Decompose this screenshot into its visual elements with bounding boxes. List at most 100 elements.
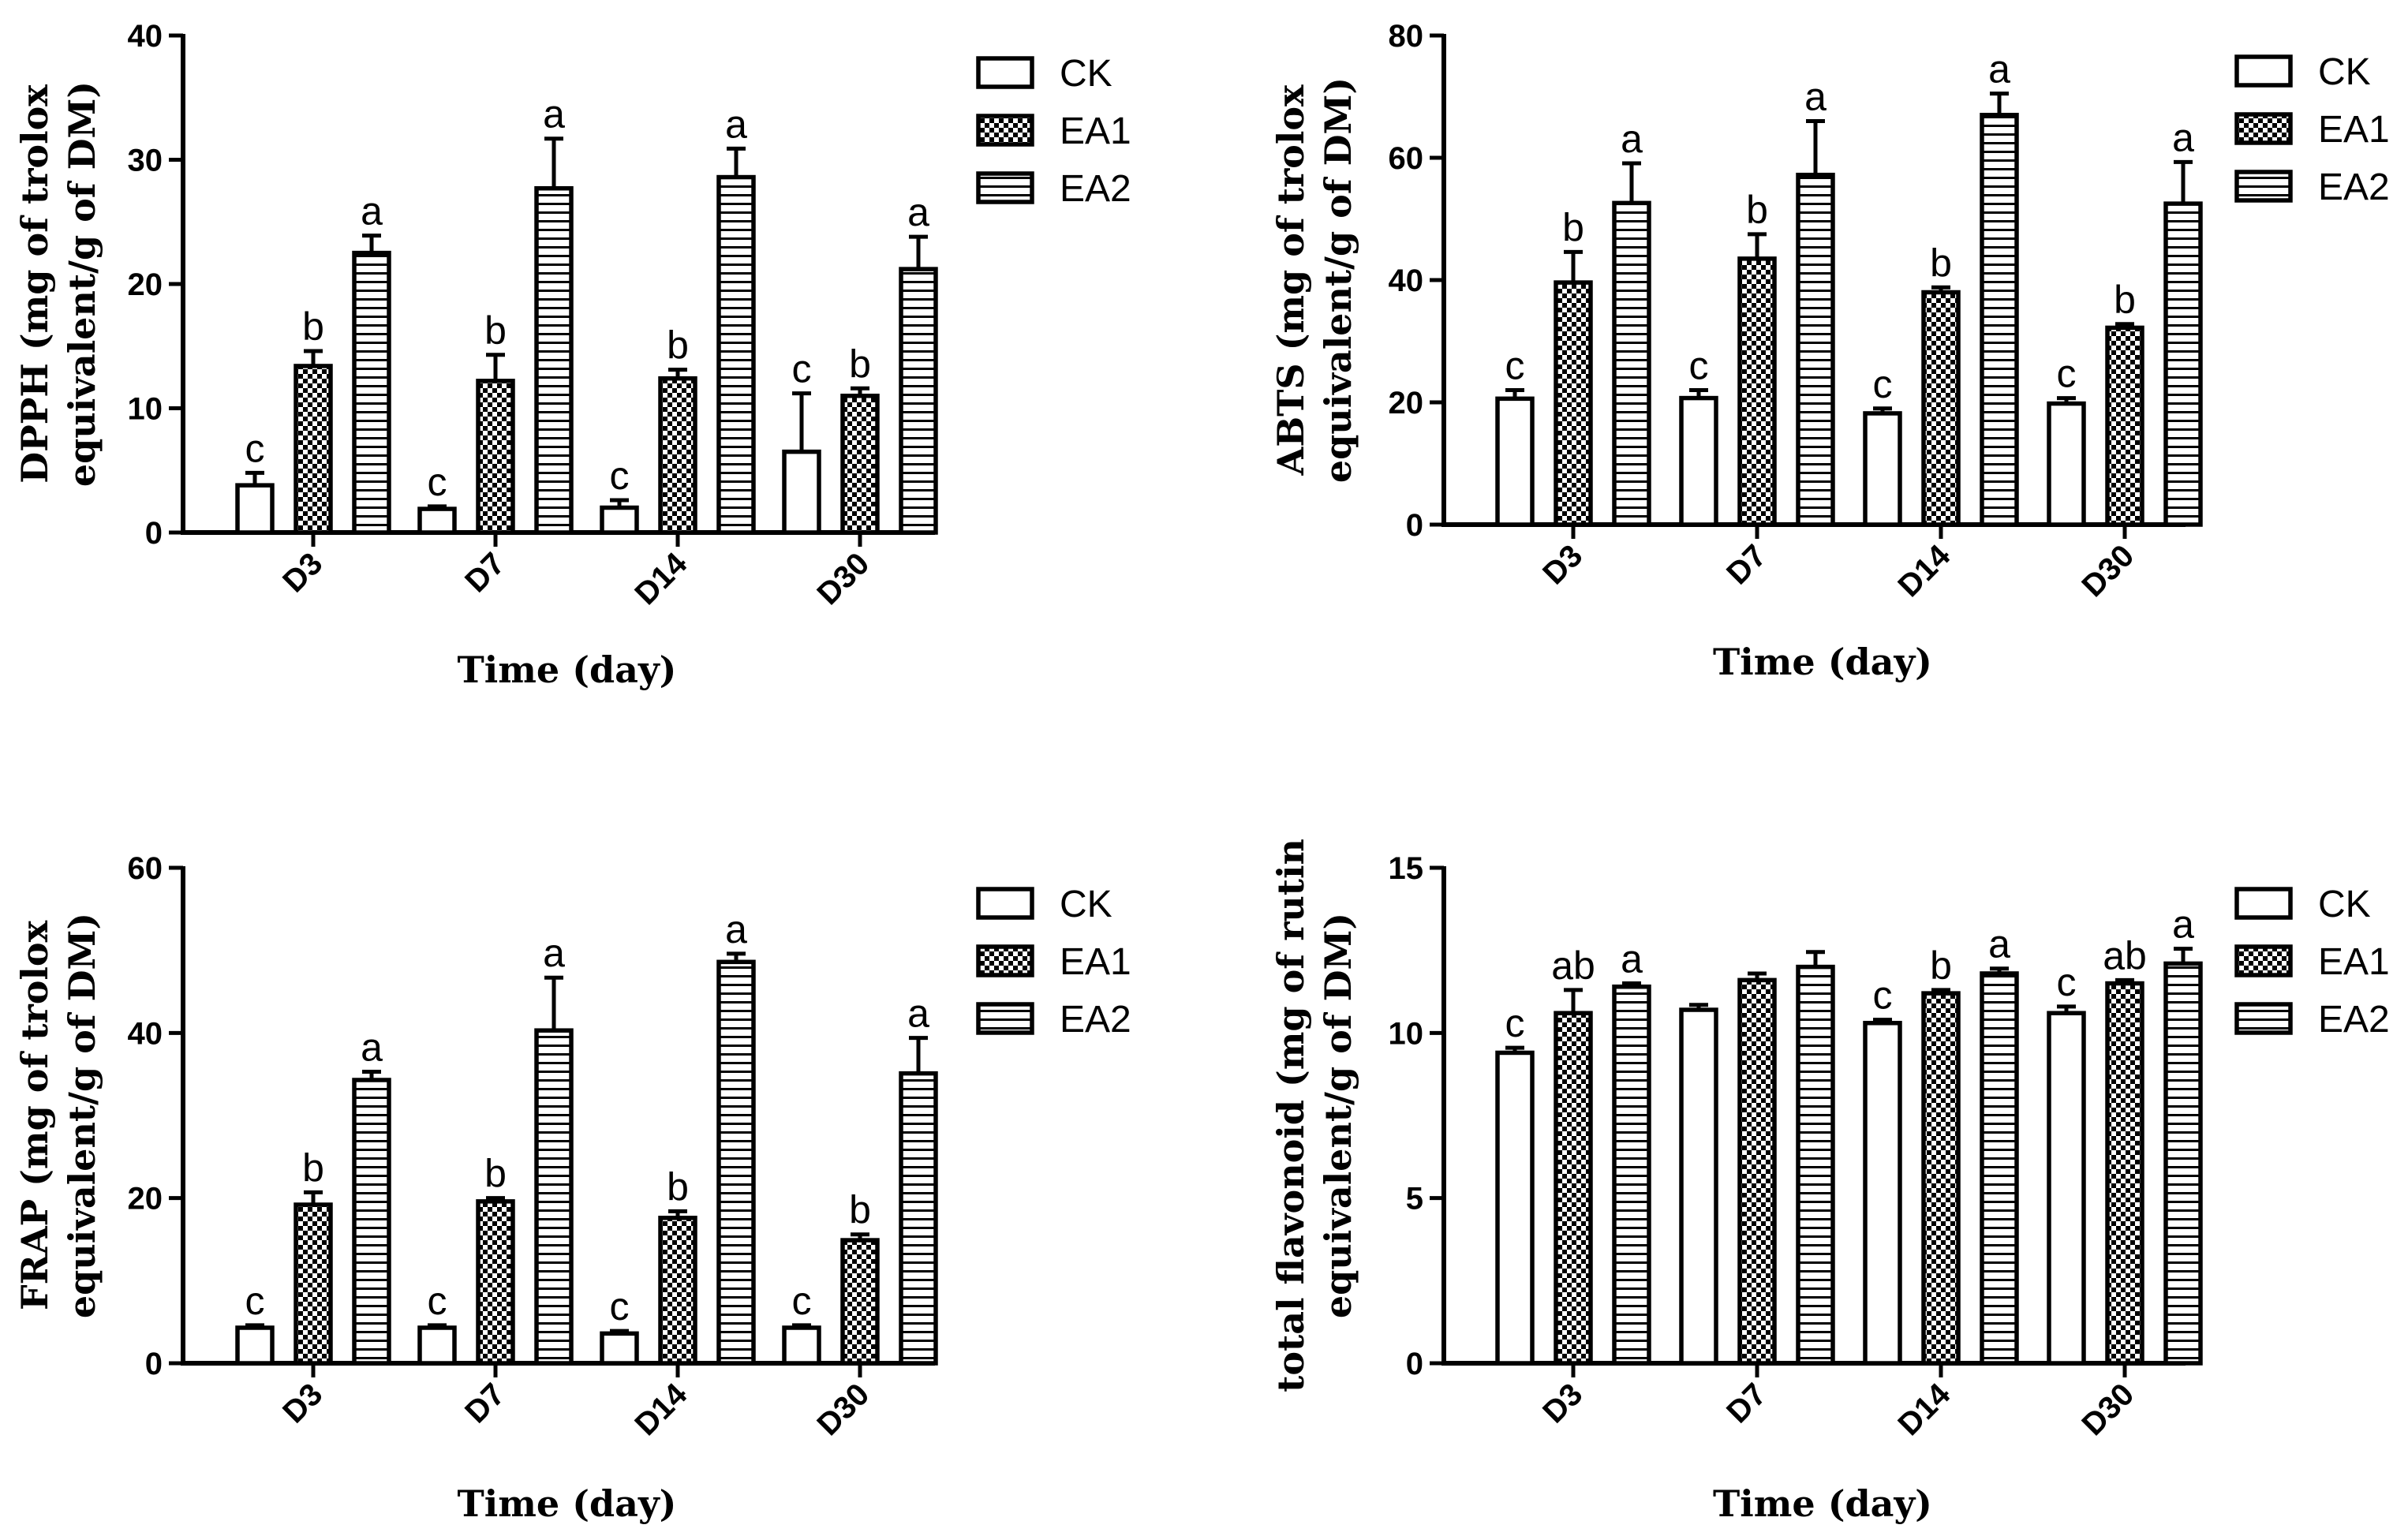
significance-label: a [725, 907, 747, 951]
significance-label: a [1621, 117, 1643, 161]
significance-label: a [1621, 937, 1643, 981]
bar-ea2 [1612, 200, 1651, 527]
bar-ck [1495, 1050, 1535, 1366]
y-axis-title-line: total flavonoid (mg of rutin [1269, 839, 1312, 1392]
significance-label: ab [2103, 933, 2147, 977]
y-axis-title: DPPH (mg of trolox equivalent/g of DM) [13, 81, 103, 487]
chart-bottom-left: 0 20 40 60 FRAP (mg of trolox equivalent/g of… [13, 851, 1131, 1525]
x-axis-title: Time (day) [1713, 1482, 1932, 1525]
y-tick-label: 40 [128, 19, 163, 54]
significance-label: a [1988, 922, 2010, 966]
bar-ck [782, 449, 821, 535]
significance-label: c [245, 426, 265, 470]
y-axis-title-line: equivalent/g of DM) [1317, 77, 1359, 483]
y-tick-label: 40 [1389, 263, 1424, 298]
significance-label: c [1505, 344, 1525, 388]
significance-label: b [1746, 188, 1768, 232]
x-tick-label: D3 [276, 1377, 329, 1429]
bar-ea1 [294, 364, 333, 535]
bar-ea1 [2105, 981, 2144, 1366]
y-axis-title-line: ABTS (mg of trolox [1269, 84, 1312, 476]
legend-swatch-ea1 [2234, 944, 2293, 977]
chart-top-left: 0 10 20 30 40 DPPH (mg of trolox equivalent/g … [13, 19, 1131, 691]
legend-label-ea1: EA1 [2318, 109, 2390, 151]
significance-label: c [792, 347, 812, 391]
bar-ea1 [1554, 1011, 1593, 1366]
significance-label: c [792, 1279, 812, 1323]
significance-label: c [610, 1284, 630, 1329]
significance-label: b [302, 1145, 324, 1190]
x-tick-label: D30 [810, 1377, 876, 1442]
significance-label: c [2057, 960, 2077, 1004]
legend-label-ck: CK [2318, 884, 2371, 925]
significance-label: b [2114, 278, 2136, 322]
legend-label-ea1: EA1 [1060, 110, 1131, 152]
x-axis-title: Time (day) [458, 648, 677, 691]
bar-ea1 [840, 394, 880, 535]
x-tick-label: D30 [810, 546, 876, 611]
bar-ea1 [294, 1202, 333, 1366]
significance-label: ab [1551, 944, 1595, 988]
significance-label: b [1562, 205, 1584, 249]
significance-label: c [245, 1279, 265, 1323]
bar-ck [2047, 1011, 2086, 1366]
significance-label: a [543, 931, 565, 975]
y-tick-label: 40 [128, 1016, 163, 1051]
significance-label: c [2057, 352, 2077, 396]
bar-ea2 [899, 1071, 938, 1366]
significance-label: b [302, 305, 324, 349]
y-axis-title-line: DPPH (mg of trolox [13, 84, 56, 484]
significance-label: b [849, 1188, 871, 1232]
legend-label-ck: CK [1060, 53, 1112, 95]
bar-ck [2047, 401, 2086, 527]
significance-label: c [1505, 1001, 1525, 1045]
x-tick-label: D14 [1891, 1377, 1957, 1443]
bar-ck [600, 505, 639, 535]
x-tick-label: D7 [1720, 538, 1773, 591]
chart-bottom-right: 0 5 10 15 total flavonoid (mg of rutin equiva… [1269, 839, 2390, 1525]
legend-swatch-ck [2234, 54, 2293, 88]
legend-label-ea2: EA2 [1060, 999, 1131, 1041]
bar-ck [417, 506, 457, 535]
y-tick-label: 0 [1406, 1347, 1423, 1381]
significance-label: b [484, 308, 507, 353]
significance-label: b [484, 1152, 507, 1196]
bar-ck [235, 1325, 275, 1366]
y-axis-title: FRAP (mg of trolox equivalent/g of DM) [13, 913, 103, 1318]
legend-swatch-ck [976, 887, 1034, 920]
significance-label: a [1988, 47, 2010, 92]
x-tick-label: D7 [458, 546, 511, 599]
bar-ea2 [2163, 961, 2203, 1366]
chart-top-right: 0 20 40 60 80 ABTS (mg of trolox equivalent/g … [1269, 19, 2390, 683]
bar-ck [782, 1325, 821, 1366]
significance-label: c [428, 1279, 447, 1323]
x-tick-label: D3 [1536, 538, 1589, 591]
bar-ea1 [658, 376, 697, 535]
y-axis-title-line: equivalent/g of DM) [61, 913, 103, 1318]
y-tick-label: 60 [1389, 141, 1424, 176]
significance-label: b [667, 1164, 689, 1209]
y-axis-title: total flavonoid (mg of rutin equivalent/g… [1269, 839, 1359, 1392]
legend-swatch-ea1 [976, 114, 1034, 147]
significance-label: a [361, 1026, 383, 1070]
y-tick-label: 15 [1389, 851, 1424, 886]
significance-label: c [1873, 362, 1893, 406]
legend-label-ck: CK [1060, 884, 1112, 925]
significance-label: c [1689, 344, 1709, 388]
legend-label-ea2: EA2 [2318, 999, 2390, 1041]
x-tick-label: D14 [1891, 538, 1957, 604]
legend-swatch-ea2 [976, 171, 1034, 204]
bar-ea2 [2163, 201, 2203, 527]
significance-label: a [725, 102, 747, 146]
significance-label: a [543, 92, 565, 136]
y-axis-title-line: equivalent/g of DM) [1317, 913, 1359, 1318]
legend-label-ea1: EA1 [2318, 941, 2390, 983]
bar-ea1 [1921, 991, 1961, 1366]
significance-label: b [849, 342, 871, 386]
bar-ea1 [1554, 280, 1593, 527]
bar-ea1 [1737, 256, 1777, 527]
significance-label: a [361, 189, 383, 234]
x-tick-label: D3 [1536, 1377, 1589, 1429]
legend-label-ea2: EA2 [2318, 166, 2390, 208]
x-tick-label: D14 [628, 546, 694, 612]
